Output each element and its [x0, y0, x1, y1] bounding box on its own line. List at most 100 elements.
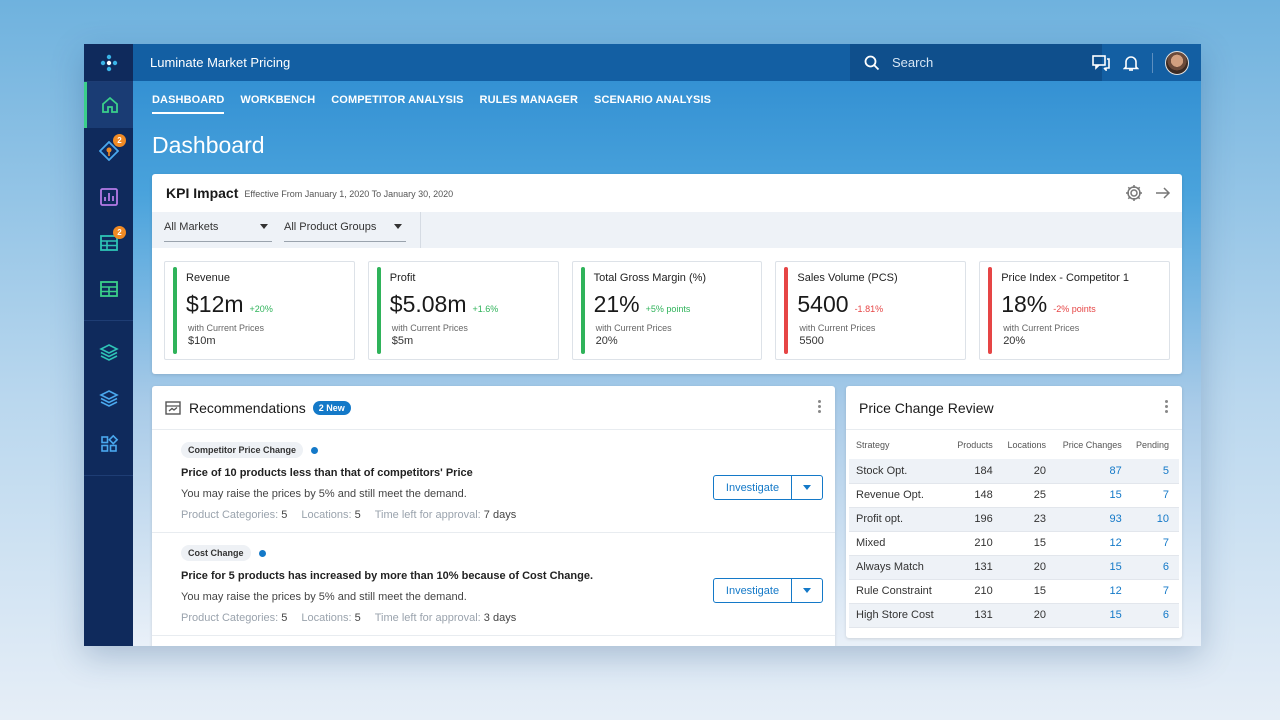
price-changes-link[interactable]: 12: [1056, 531, 1132, 556]
meta-label: Locations:: [301, 509, 352, 521]
pending-link[interactable]: 5: [1131, 459, 1179, 484]
pending-link[interactable]: 7: [1131, 531, 1179, 556]
table-row[interactable]: Always Match 131 20 15 6: [849, 555, 1179, 580]
kpi-label: Total Gross Margin (%): [593, 272, 707, 284]
tab-dashboard[interactable]: DASHBOARD: [152, 94, 225, 114]
kpi-label: Sales Volume (PCS): [797, 272, 898, 284]
investigate-button[interactable]: Investigate: [714, 476, 792, 499]
price-changes-link[interactable]: 15: [1056, 603, 1132, 628]
investigate-split-button: Investigate: [713, 578, 823, 603]
kpi-value: $12m: [186, 291, 244, 317]
recommendations-title: Recommendations: [189, 399, 306, 416]
top-divider: [1152, 52, 1153, 73]
kpi-tile-price-index[interactable]: Price Index - Competitor 1 18% -2% points…: [979, 261, 1170, 360]
strategy-cell: Profit opt.: [849, 507, 953, 532]
recommendation-item: Cost Change Price for 5 products has inc…: [152, 533, 835, 636]
pending-link[interactable]: 6: [1131, 603, 1179, 628]
meta-value: 5: [281, 612, 288, 624]
gear-icon[interactable]: [1124, 183, 1144, 203]
pending-link[interactable]: 7: [1131, 579, 1179, 604]
tab-competitor-analysis[interactable]: COMPETITOR ANALYSIS: [331, 94, 464, 106]
search-icon: [864, 55, 880, 70]
column-header[interactable]: Price Changes: [1062, 439, 1122, 450]
sidebar: 2 2: [84, 44, 133, 646]
chevron-down-icon: [260, 224, 268, 229]
locations-cell: 20: [1002, 603, 1057, 628]
table-row[interactable]: Stock Opt. 184 20 87 5: [849, 459, 1179, 484]
kpi-tile-revenue[interactable]: Revenue $12m +20% with Current Prices $10…: [164, 261, 355, 360]
table-row[interactable]: Profit opt. 196 23 93 10: [849, 507, 1179, 532]
meta-value: 3 days: [483, 612, 517, 624]
more-options-icon[interactable]: [818, 400, 821, 413]
pending-link[interactable]: 7: [1131, 483, 1179, 508]
sidebar-item-grid[interactable]: [84, 266, 133, 312]
kpi-tile-sales-volume[interactable]: Sales Volume (PCS) 5400 -1.81% with Curre…: [775, 261, 967, 360]
search-box[interactable]: Search: [850, 44, 1102, 81]
status-bar: [988, 267, 993, 354]
top-bar: Luminate Market Pricing Search: [133, 44, 1201, 81]
strategy-cell: Stock Opt.: [849, 459, 953, 484]
tab-workbench[interactable]: WORKBENCH: [240, 94, 316, 106]
kpi-note: with Current Prices: [391, 323, 468, 333]
kpi-note: with Current Prices: [799, 323, 876, 333]
strategy-cell: High Store Cost: [849, 603, 953, 628]
pending-link[interactable]: 10: [1131, 507, 1179, 532]
column-header[interactable]: Strategy: [856, 439, 890, 450]
sidebar-divider: [84, 320, 133, 321]
layers-icon: [98, 344, 119, 361]
page-title: Dashboard: [152, 132, 265, 158]
price-changes-link[interactable]: 15: [1056, 555, 1132, 580]
pending-link[interactable]: 6: [1131, 555, 1179, 580]
products-cell: 210: [952, 579, 1003, 604]
sidebar-divider: [84, 475, 133, 476]
sidebar-item-reports[interactable]: [84, 174, 133, 220]
market-filter[interactable]: All Markets: [164, 212, 272, 242]
investigate-button[interactable]: Investigate: [714, 579, 792, 602]
search-input[interactable]: Search: [892, 55, 934, 70]
column-header[interactable]: Pending: [1135, 439, 1169, 450]
sidebar-item-apps[interactable]: [84, 421, 133, 467]
price-changes-link[interactable]: 93: [1056, 507, 1132, 532]
price-changes-link[interactable]: 87: [1056, 459, 1132, 484]
recommendation-tag: Competitor Price Change: [181, 442, 304, 458]
column-header[interactable]: Products: [957, 439, 993, 450]
table-row[interactable]: High Store Cost 131 20 15 6: [849, 603, 1179, 628]
more-options-icon[interactable]: [1165, 400, 1168, 413]
price-changes-link[interactable]: 12: [1056, 579, 1132, 604]
chat-icon[interactable]: [1086, 44, 1116, 81]
investigate-dropdown[interactable]: [792, 476, 822, 499]
app-title: Luminate Market Pricing: [150, 55, 291, 70]
product-group-filter[interactable]: All Product Groups: [284, 212, 406, 242]
sidebar-item-pricing[interactable]: 2: [84, 128, 133, 174]
kpi-previous-value: $10m: [188, 335, 216, 347]
products-cell: 148: [952, 483, 1003, 508]
tab-rules-manager[interactable]: RULES MANAGER: [479, 94, 579, 106]
meta-label: Product Categories:: [181, 612, 279, 624]
investigate-dropdown[interactable]: [792, 579, 822, 602]
table-row[interactable]: Rule Constraint 210 15 12 7: [849, 579, 1179, 604]
notification-badge: 2: [113, 134, 126, 147]
kpi-tile-gross-margin[interactable]: Total Gross Margin (%) 21% +5% points wit…: [571, 261, 763, 360]
arrow-right-icon[interactable]: [1154, 183, 1172, 203]
kpi-header: KPI Impact Effective From January 1, 202…: [152, 174, 1182, 212]
kpi-tile-profit[interactable]: Profit $5.08m +1.6% with Current Prices $…: [367, 261, 559, 360]
app-logo-icon[interactable]: [84, 44, 133, 82]
table-row[interactable]: Mixed 210 15 12 7: [849, 531, 1179, 556]
sidebar-item-home[interactable]: [84, 82, 133, 128]
column-header[interactable]: Locations: [1007, 439, 1047, 450]
bell-icon[interactable]: [1116, 44, 1146, 81]
tab-scenario-analysis[interactable]: SCENARIO ANALYSIS: [594, 94, 712, 106]
new-count-badge: 2 New: [312, 400, 351, 415]
avatar[interactable]: [1165, 50, 1189, 75]
sidebar-item-layers-1[interactable]: [84, 329, 133, 375]
price-changes-link[interactable]: 15: [1056, 483, 1132, 508]
sidebar-item-tables[interactable]: 2: [84, 220, 133, 266]
locations-cell: 20: [1002, 459, 1057, 484]
kpi-change: -1.81%: [854, 304, 884, 314]
table-row[interactable]: Revenue Opt. 148 25 15 7: [849, 483, 1179, 508]
sidebar-item-layers-2[interactable]: [84, 375, 133, 421]
locations-cell: 23: [1002, 507, 1057, 532]
table-grid-icon: [99, 281, 118, 297]
bar-chart-icon: [99, 188, 118, 206]
kpi-previous-value: 5500: [799, 335, 824, 347]
